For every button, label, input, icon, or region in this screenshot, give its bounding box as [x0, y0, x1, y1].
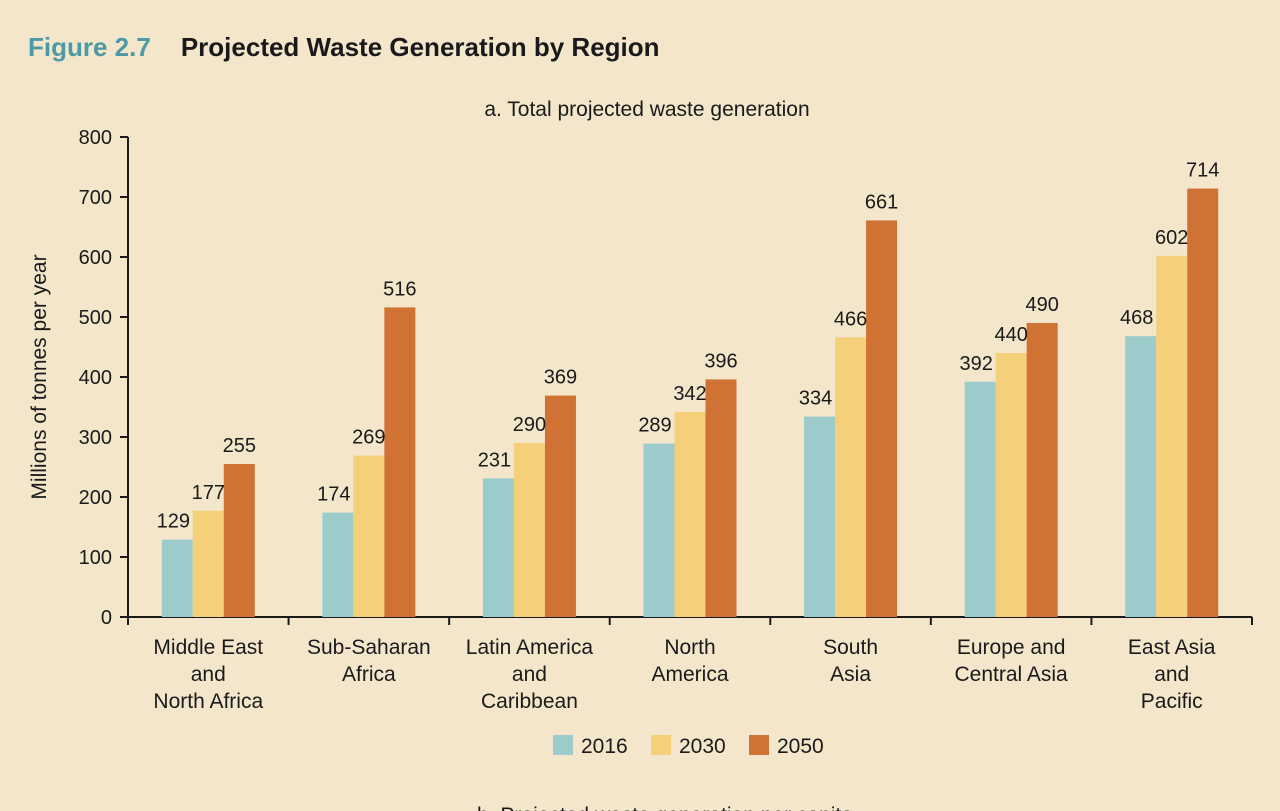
data-label-2016: 231	[478, 449, 511, 471]
bar-2030	[835, 337, 867, 617]
data-label-2016: 174	[317, 484, 350, 506]
y-tick-label: 400	[79, 367, 112, 389]
bar-2030	[192, 510, 224, 617]
data-label-2016: 129	[157, 511, 190, 533]
x-tick-label: Middle East	[153, 636, 263, 659]
x-tick-label: East Asia	[1128, 636, 1216, 659]
data-label-2030: 440	[994, 324, 1027, 346]
bar-2030	[995, 353, 1027, 617]
x-tick-label: and	[512, 663, 547, 686]
bar-2016	[161, 539, 193, 617]
bar-2016	[482, 478, 514, 617]
chart-subtitle: a. Total projected waste generation	[484, 98, 809, 121]
data-label-2016: 334	[799, 388, 832, 410]
legend-label-2050: 2050	[777, 735, 824, 758]
y-tick-label: 800	[79, 127, 112, 149]
legend-label-2030: 2030	[679, 735, 726, 758]
data-label-2050: 661	[865, 191, 898, 213]
y-tick-label: 100	[79, 547, 112, 569]
figure-number: Figure 2.7	[28, 32, 151, 62]
x-tick-label: North Africa	[153, 690, 263, 713]
x-tick-label: Central Asia	[955, 663, 1069, 686]
data-label-2016: 392	[959, 353, 992, 375]
x-tick-label: South	[823, 636, 878, 659]
x-tick-label: Europe and	[957, 636, 1066, 659]
x-tick-label: Sub-Saharan	[307, 636, 431, 659]
data-label-2016: 468	[1120, 307, 1153, 329]
bar-2016	[643, 443, 675, 617]
bar-2030	[1156, 255, 1188, 618]
legend-swatch-2050	[749, 735, 769, 755]
data-label-2030: 290	[513, 414, 546, 436]
bar-2016	[1125, 336, 1157, 617]
bar-2030	[674, 411, 706, 617]
x-tick-label: and	[191, 663, 226, 686]
x-tick-label: Pacific	[1141, 690, 1203, 713]
bar-2016	[964, 381, 996, 617]
x-tick-label: Caribbean	[481, 690, 578, 713]
bar-2050	[1187, 188, 1219, 617]
y-tick-label: 500	[79, 307, 112, 329]
bar-2050	[384, 307, 416, 617]
data-label-2050: 516	[383, 278, 416, 300]
legend-swatch-2030	[651, 735, 671, 755]
y-tick-label: 300	[79, 427, 112, 449]
data-label-2030: 177	[192, 482, 225, 504]
bar-2050	[223, 464, 255, 617]
legend-label-2016: 2016	[581, 735, 628, 758]
bar-2050	[866, 220, 898, 617]
y-tick-label: 200	[79, 487, 112, 509]
next-panel-title: b. Projected waste generation per capita	[477, 804, 853, 811]
bar-2050	[705, 379, 737, 617]
x-tick-label: Latin America	[466, 636, 594, 659]
x-tick-label: Africa	[342, 663, 396, 686]
data-label-2050: 255	[223, 435, 256, 457]
data-label-2050: 490	[1025, 294, 1058, 316]
x-tick-label: North	[664, 636, 715, 659]
bar-2030	[353, 455, 385, 617]
y-tick-label: 600	[79, 247, 112, 269]
data-label-2016: 289	[638, 415, 671, 437]
x-tick-label: America	[651, 663, 728, 686]
data-label-2050: 369	[544, 367, 577, 389]
x-tick-label: and	[1154, 663, 1189, 686]
data-label-2030: 269	[352, 427, 385, 449]
bar-2030	[513, 443, 545, 617]
figure-title: Projected Waste Generation by Region	[180, 32, 660, 62]
x-tick-label: Asia	[830, 663, 871, 686]
bar-2050	[544, 395, 576, 617]
data-label-2030: 602	[1155, 227, 1188, 249]
data-label-2030: 466	[834, 308, 867, 330]
y-tick-label: 0	[101, 607, 112, 629]
y-axis-title: Millions of tonnes per year	[28, 254, 51, 499]
bar-2016	[804, 416, 836, 617]
figure-header: Figure 2.7 Projected Waste Generation by…	[28, 32, 660, 68]
y-tick-label: 700	[79, 187, 112, 209]
bar-2016	[322, 512, 354, 617]
data-label-2050: 714	[1186, 160, 1219, 182]
bar-2050	[1026, 323, 1058, 617]
data-label-2030: 342	[673, 383, 706, 405]
legend-swatch-2016	[553, 735, 573, 755]
data-label-2050: 396	[704, 350, 737, 372]
